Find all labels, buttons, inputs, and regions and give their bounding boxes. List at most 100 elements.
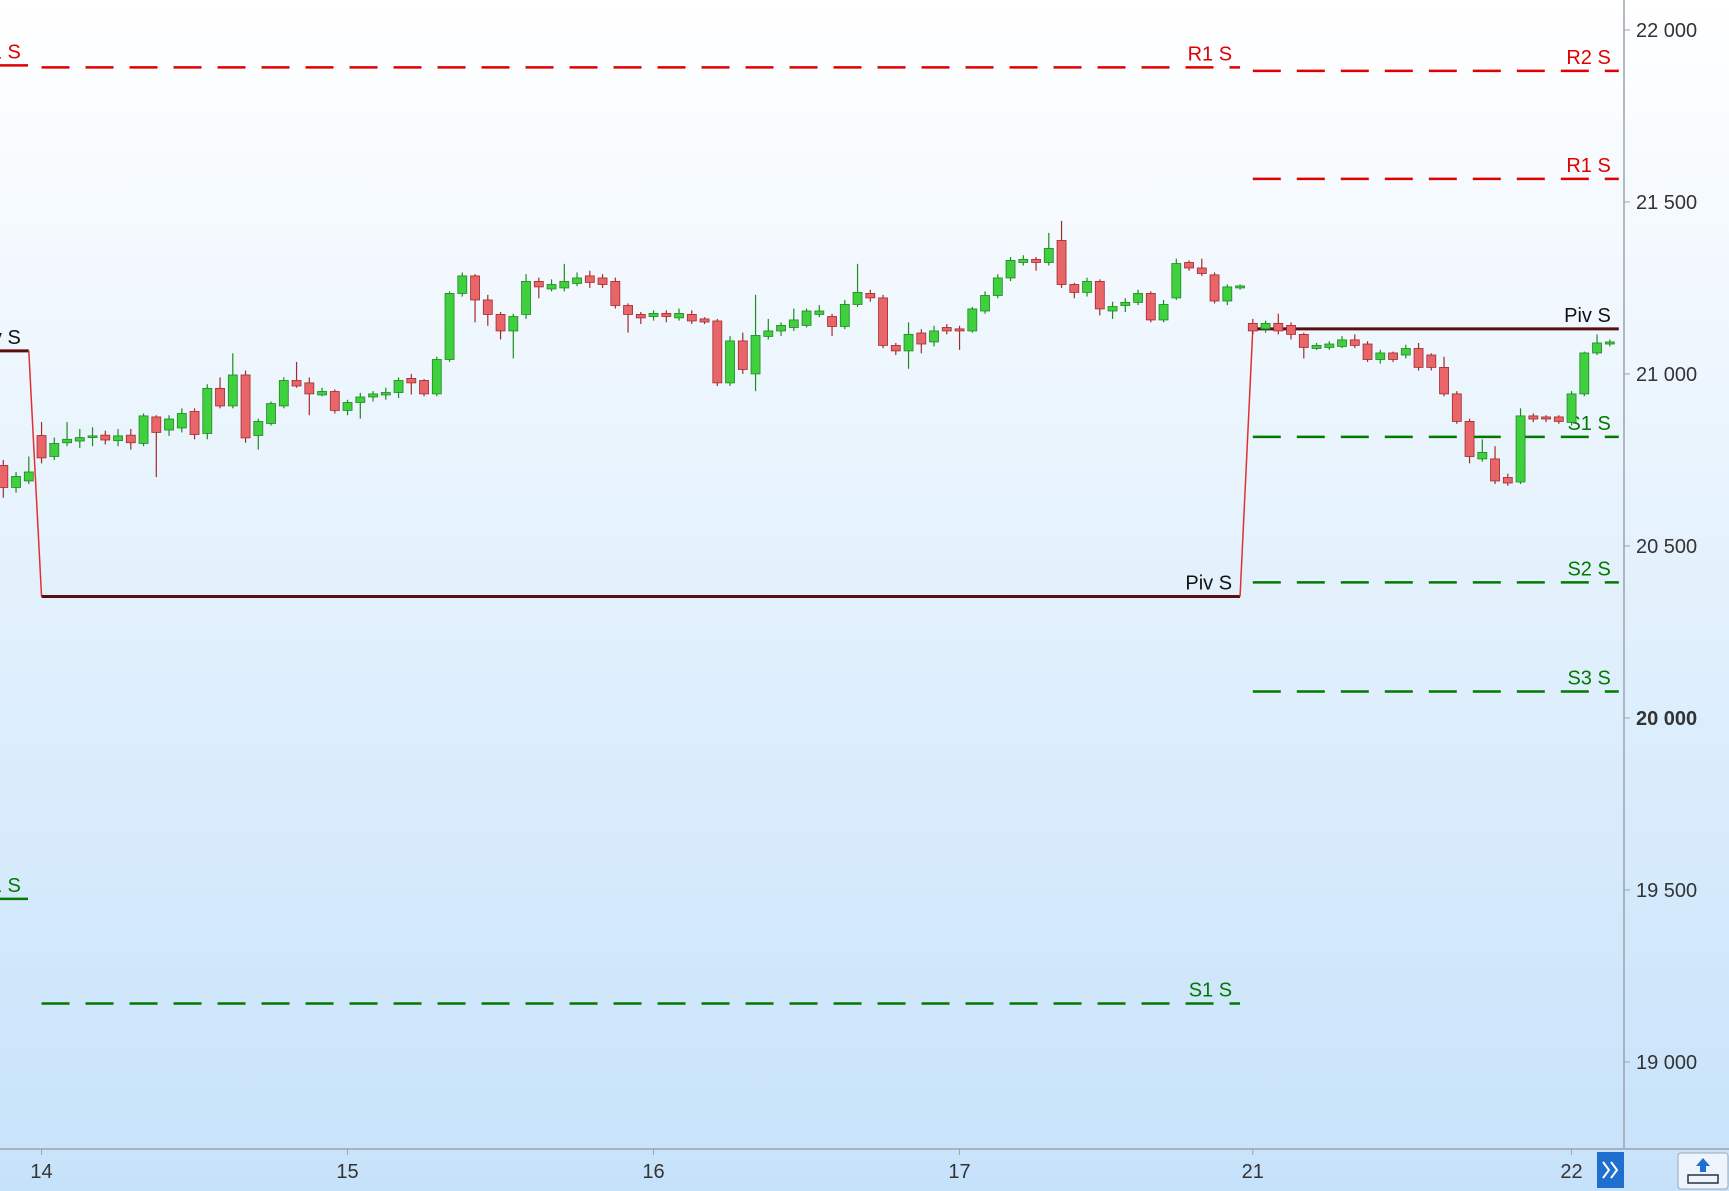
pivot-label: Piv S: [1185, 573, 1232, 595]
candle-body: [1273, 322, 1284, 332]
candle-body: [1171, 263, 1182, 299]
candle-body: [444, 293, 455, 360]
candle-body: [87, 435, 98, 438]
candle-body: [686, 314, 697, 322]
y-tick-label: 19 000: [1636, 1052, 1697, 1074]
candle-body: [470, 275, 480, 301]
candle-body: [113, 435, 123, 442]
pivot-label: S3 S: [1567, 667, 1610, 689]
candle-body: [1426, 354, 1437, 368]
candle-body: [1592, 342, 1602, 354]
candle-body: [623, 305, 633, 315]
candle-body: [674, 312, 684, 319]
candle-body: [827, 316, 837, 327]
candle-body: [992, 277, 1003, 296]
candle-body: [1260, 322, 1271, 330]
candle-body: [304, 382, 315, 395]
candle-body: [890, 344, 901, 352]
candle-body: [1247, 322, 1258, 332]
candle-body: [368, 393, 378, 398]
candle-body: [1043, 247, 1054, 263]
reset-icon-base: [1687, 1174, 1719, 1184]
candle-body: [1069, 284, 1080, 293]
x-tick-label: 16: [642, 1161, 664, 1183]
candle-body: [1375, 352, 1386, 360]
candle-body: [763, 330, 774, 337]
candle-body: [1056, 240, 1067, 285]
candle-body: [431, 359, 442, 395]
candle-body: [23, 471, 34, 482]
candle-body: [380, 392, 391, 396]
candle-body: [1286, 325, 1296, 335]
pivot-label: S2 S: [1567, 558, 1610, 580]
candle-body: [737, 340, 748, 370]
candle-body: [967, 308, 978, 332]
reset-icon: [1696, 1158, 1710, 1172]
candle-body: [521, 281, 531, 315]
candle-body: [291, 380, 302, 387]
candle-body: [125, 434, 136, 444]
candle-body: [1349, 339, 1360, 346]
y-tick-label: 22 000: [1636, 20, 1697, 42]
pivot-label: R1 S: [1566, 155, 1610, 177]
candle-body: [1082, 281, 1092, 293]
candle-body: [1388, 352, 1398, 360]
candle-body: [11, 476, 21, 488]
candle-body: [457, 275, 468, 294]
candle-body: [1324, 343, 1335, 348]
candle-body: [661, 312, 672, 317]
candle-body: [482, 299, 493, 315]
candle-body: [419, 380, 429, 395]
candle-body: [1362, 343, 1373, 360]
candle-body: [712, 320, 723, 384]
y-tick-label: 20 000: [1636, 708, 1697, 730]
plot-area: 1 S v S 1 S R1 S Piv S S1 S R2 S R1 S Piv S S1 S S…: [0, 41, 1619, 1005]
candle-body: [49, 443, 60, 457]
candle-body: [278, 380, 289, 407]
y-tick-label: 20 500: [1636, 536, 1697, 558]
candle-body: [100, 434, 111, 441]
candle-body: [954, 328, 965, 332]
candle-body: [1031, 258, 1041, 263]
candle-body: [1158, 304, 1169, 321]
candle-body: [189, 411, 200, 435]
candle-body: [648, 312, 659, 317]
candle-body: [1528, 415, 1539, 420]
pivot-connector: [28, 350, 43, 597]
candle-body: [1413, 348, 1424, 368]
candle-body: [1298, 333, 1309, 348]
candle-body: [699, 318, 710, 323]
candle-body: [1553, 416, 1564, 422]
scroll-button-bg[interactable]: [1597, 1152, 1624, 1188]
candle-body: [202, 387, 213, 434]
pivot-label: Piv S: [1564, 305, 1611, 327]
candle-body: [240, 374, 251, 439]
candle-body: [151, 416, 162, 433]
candle-body: [903, 333, 914, 352]
pivot-label: 1 S: [0, 41, 21, 63]
reset-button[interactable]: [1677, 1152, 1729, 1190]
scroll-button[interactable]: [1597, 1152, 1624, 1188]
candle-body: [725, 340, 735, 384]
x-tick-label: 22: [1560, 1161, 1582, 1183]
candle-body: [0, 465, 9, 488]
candle-body: [1120, 301, 1131, 306]
candle-body: [138, 415, 149, 444]
y-tick-label: 21 000: [1636, 364, 1697, 386]
pivot-label: R1 S: [1188, 43, 1232, 65]
candle-body: [635, 314, 646, 319]
candle-body: [533, 281, 544, 288]
candle-body: [929, 330, 939, 343]
candle-body: [865, 293, 876, 299]
candle-body: [1541, 416, 1551, 420]
x-tick-label: 17: [948, 1161, 970, 1183]
candle-body: [1184, 262, 1194, 269]
x-tick-label: 15: [336, 1161, 358, 1183]
pivot-label: 1 S: [0, 875, 21, 897]
candle-body: [788, 319, 799, 328]
candle-body: [74, 437, 85, 442]
candle-body: [1579, 352, 1590, 395]
candle-body: [1196, 267, 1207, 274]
